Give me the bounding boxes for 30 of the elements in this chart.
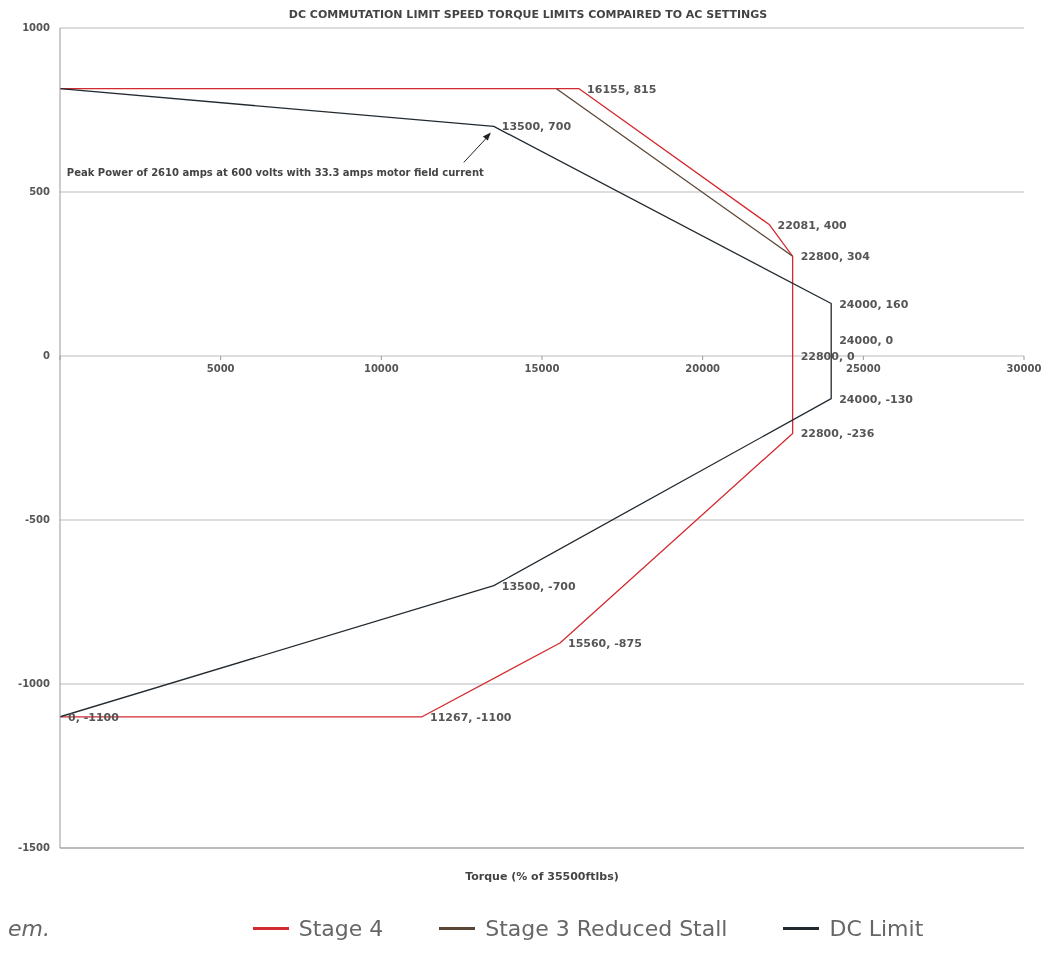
y-tick-label: 1000 xyxy=(22,22,51,33)
chart-title: DC COMMUTATION LIMIT SPEED TORQUE LIMITS COMPAIRED TO AC SETTINGS xyxy=(287,8,769,21)
data-label: 22081, 400 xyxy=(777,218,848,232)
legend-label: DC Limit xyxy=(828,916,924,941)
data-label: 24000, -130 xyxy=(839,392,914,406)
data-label: 24000, 160 xyxy=(839,297,909,311)
data-label: 24000, 0 xyxy=(839,334,894,347)
y-tick-label: -500 xyxy=(24,514,51,525)
x-tick-label: 15000 xyxy=(524,363,560,374)
x-axis-title: Torque (% of 35500ftlbs) xyxy=(465,870,619,883)
x-tick-label: 10000 xyxy=(363,363,399,374)
data-label: 13500, 700 xyxy=(501,120,572,134)
data-label: 22800, -236 xyxy=(800,427,875,441)
legend-label: Stage 3 Reduced Stall xyxy=(484,916,728,941)
y-tick-label: 0 xyxy=(43,350,51,361)
x-tick-label: 30000 xyxy=(1006,363,1042,374)
legend-label: Stage 4 xyxy=(297,916,384,941)
data-label: 15560, -875 xyxy=(567,637,642,650)
text: em. xyxy=(8,916,50,941)
x-tick-label: 20000 xyxy=(685,363,721,374)
y-tick-label: -1000 xyxy=(18,678,51,689)
data-label: 13500, -700 xyxy=(501,579,576,593)
x-tick-label: 5000 xyxy=(206,363,235,374)
x-tick-label: 25000 xyxy=(845,363,881,374)
data-label: 22800, 304 xyxy=(800,250,871,264)
data-label: 16155, 815 xyxy=(587,82,657,96)
data-label: 11267, -1100 xyxy=(430,710,512,724)
y-tick-label: -1500 xyxy=(18,842,51,853)
annotation: Peak Power of 2610 amps at 600 volts with 33.3 amps motor field current xyxy=(66,167,485,179)
y-tick-label: 500 xyxy=(29,186,51,197)
